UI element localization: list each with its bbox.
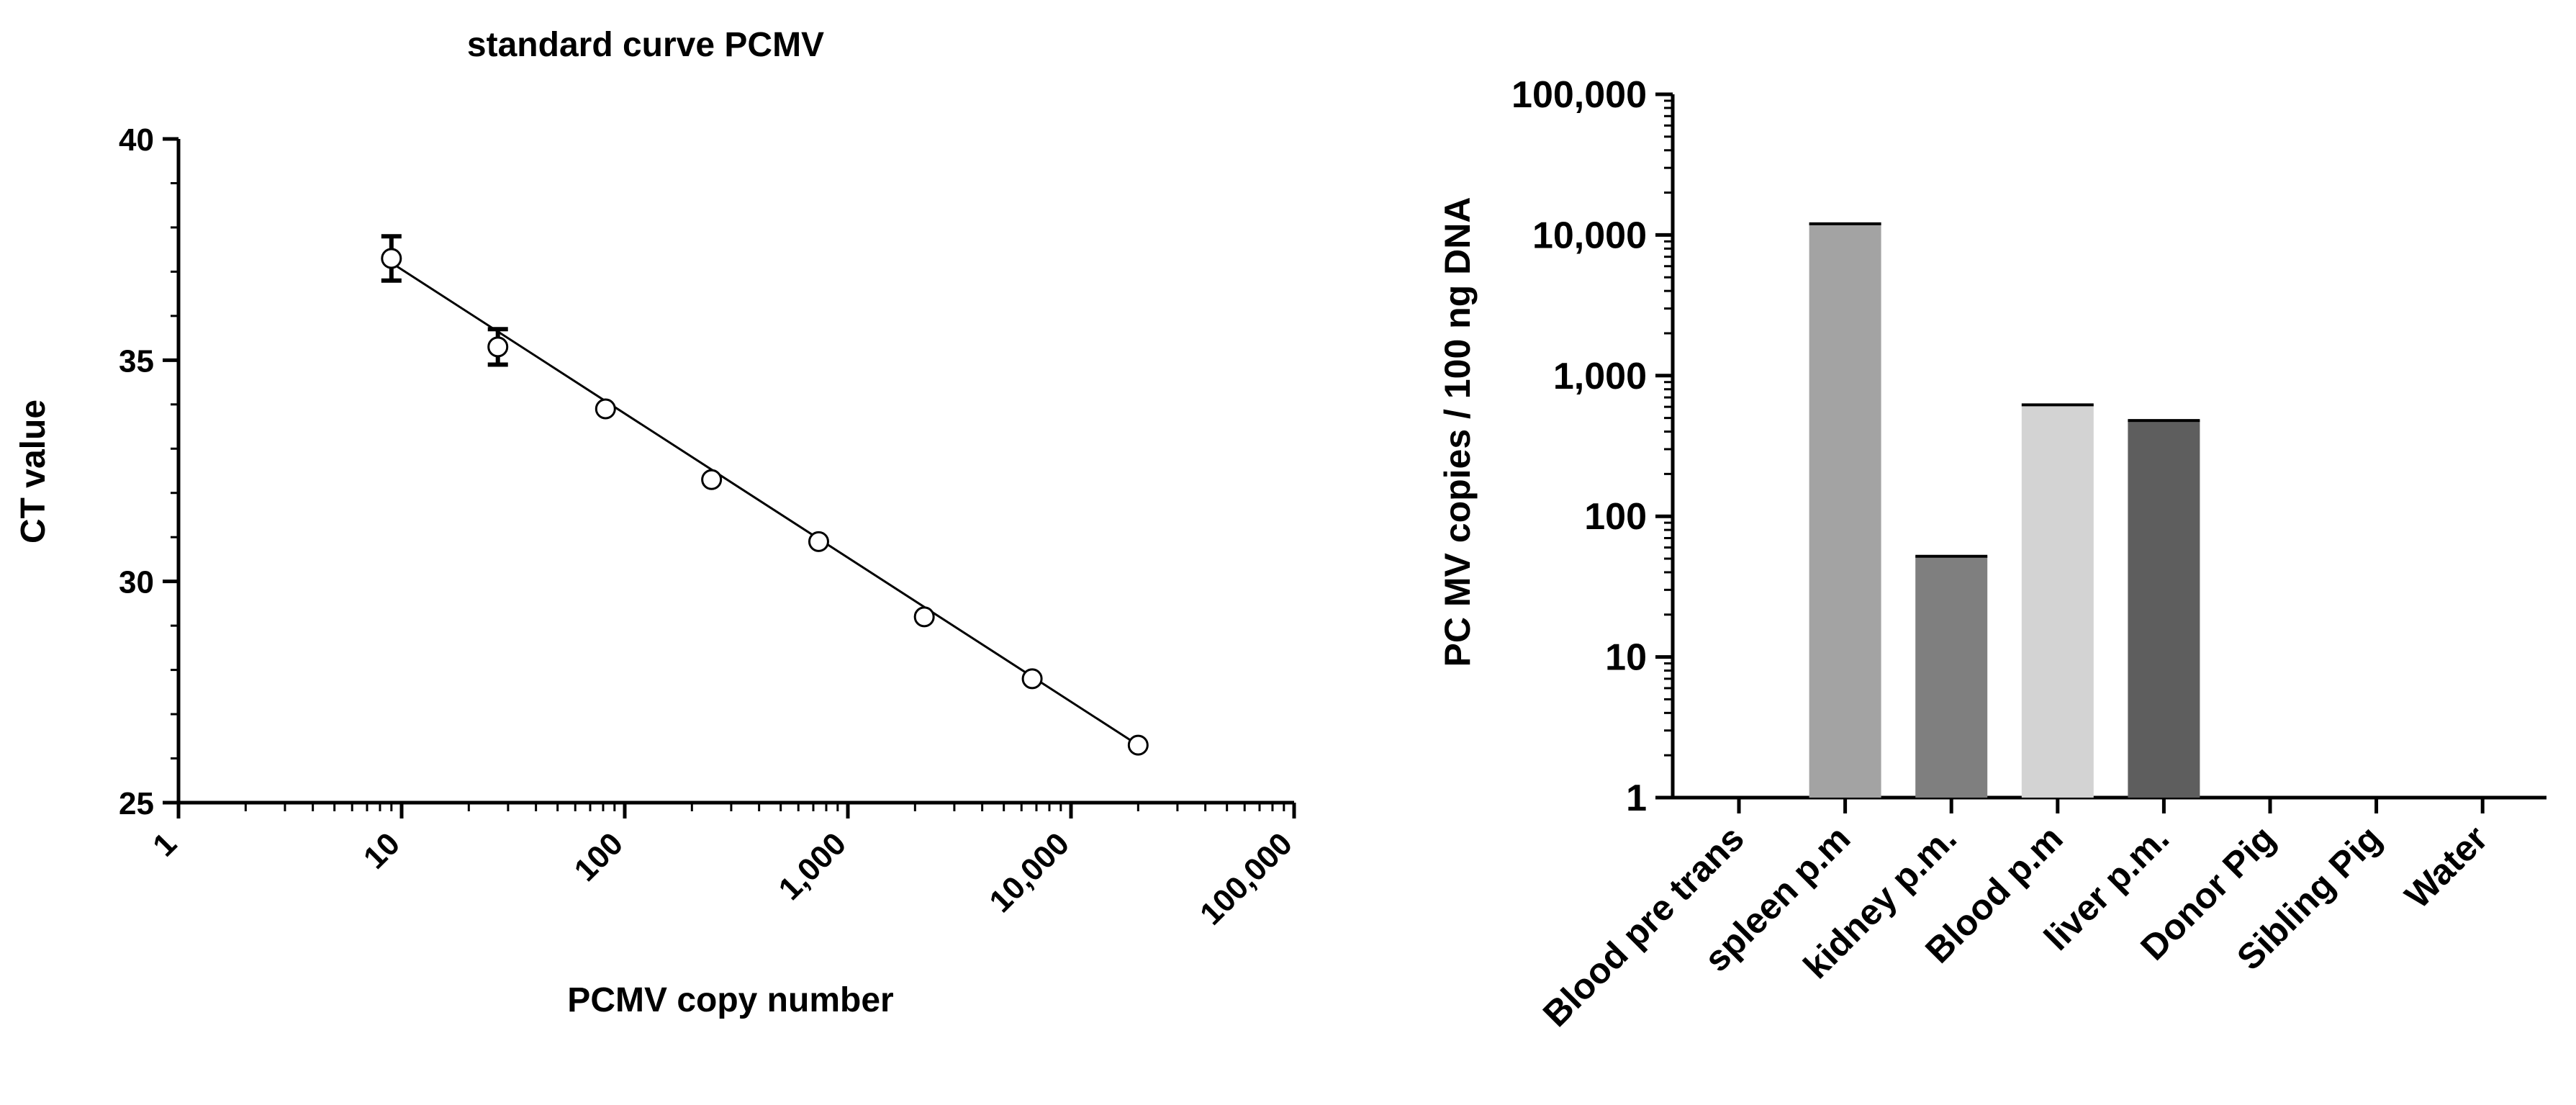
fit-line [391, 261, 1139, 747]
right-x-tick-label: Water [2397, 818, 2495, 916]
right-y-tick-label: 100,000 [1511, 74, 1647, 116]
data-points-group [381, 234, 1149, 756]
right-y-tick-label: 10 [1605, 637, 1647, 679]
bar [1809, 223, 1881, 798]
left-x-tick-label: 10,000 [982, 826, 1076, 919]
left-y-axis-label: CT value [14, 400, 53, 544]
data-point [1127, 734, 1149, 756]
left-y-tick-label: 35 [119, 343, 154, 379]
standard-curve-chart: standard curve PCMV CT value PCMV copy n… [14, 26, 1299, 1019]
copies-bar-chart: PC MV copies / 100 ng DNA 1 10 100 1,000 10,… [1437, 74, 2546, 1034]
left-y-tick-label: 40 [119, 122, 154, 158]
left-chart-title: standard curve PCMV [467, 26, 824, 64]
left-x-tick-label: 1,000 [772, 826, 854, 907]
right-y-tick-label: 1,000 [1553, 356, 1647, 397]
data-point [487, 336, 509, 358]
right-x-tick-label: Blood pre trans [1535, 818, 1752, 1034]
left-y-tick-label: 30 [119, 565, 154, 600]
left-x-tick-label: 1 [146, 826, 184, 863]
data-point [1021, 668, 1043, 690]
left-y-ticks: 25 30 35 40 [119, 122, 178, 821]
right-y-axis-label: PC MV copies / 100 ng DNA [1437, 197, 1478, 667]
data-point [808, 531, 829, 552]
right-y-tick-label: 1 [1626, 777, 1647, 819]
data-point [913, 606, 935, 628]
bar [2021, 405, 2094, 798]
left-y-tick-label: 25 [119, 786, 154, 821]
data-point [381, 248, 402, 269]
left-x-tick-label: 100,000 [1193, 826, 1299, 932]
bar [2128, 420, 2200, 798]
data-point [595, 398, 616, 420]
left-x-ticks: 1 10 100 1,000 10,000 100,000 [146, 803, 1299, 932]
right-y-tick-label: 10,000 [1532, 215, 1647, 256]
right-y-tick-label: 100 [1584, 496, 1647, 538]
left-x-axis-label: PCMV copy number [567, 981, 893, 1019]
bar [1915, 556, 1988, 798]
right-y-ticks: 1 10 100 1,000 10,000 100,000 [1511, 74, 1673, 819]
fit-line-group [391, 261, 1139, 747]
left-x-tick-label: 10 [357, 826, 407, 875]
bars-group [1809, 222, 2200, 798]
data-point [701, 469, 723, 490]
left-x-tick-label: 100 [568, 826, 631, 888]
